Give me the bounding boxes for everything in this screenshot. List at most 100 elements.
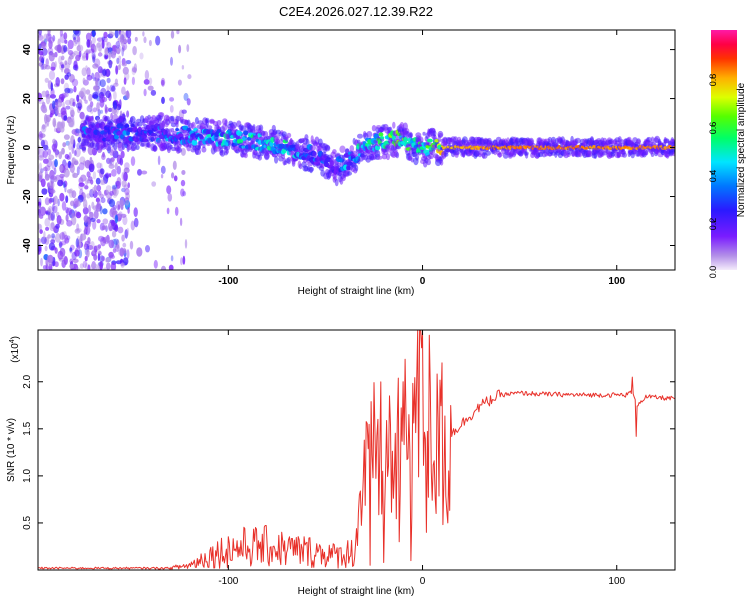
heatmap-noise-cell [63, 134, 70, 140]
heatmap-noise-cell [176, 30, 180, 35]
heatmap-noise-cell [137, 169, 142, 176]
heatmap-noise-cell [127, 206, 130, 214]
heatmap-noise-cell [43, 254, 49, 261]
heatmap-noise-cell [143, 79, 150, 85]
heatmap-noise-cell [108, 199, 116, 208]
heatmap-noise-cell [144, 70, 150, 80]
heatmap-noise-cell [161, 96, 165, 104]
heatmap-noise-cell [100, 197, 106, 204]
heatmap-noise-cell [112, 100, 118, 110]
heatmap-noise-cell [104, 48, 109, 56]
heatmap-noise-cell [90, 241, 95, 250]
heatmap-halo-cell [147, 141, 151, 149]
heatmap-noise-cell [82, 52, 87, 59]
heatmap-noise-cell [172, 160, 177, 170]
heatmap-noise-cell [54, 159, 58, 168]
heatmap-noise-cell [114, 162, 118, 171]
heatmap-noise-cell [119, 99, 122, 109]
heatmap-noise-cell [97, 253, 101, 262]
heatmap-noise-cell [59, 173, 65, 179]
heatmap-noise-cell [174, 206, 179, 216]
heatmap-noise-cell [83, 228, 87, 236]
heatmap-noise-cell [58, 151, 63, 160]
spectrogram-y-tick-label: -40 [22, 238, 33, 253]
heatmap-noise-cell [99, 98, 105, 108]
heatmap-halo-cell [415, 154, 419, 161]
heatmap-halo-cell [354, 164, 359, 172]
heatmap-noise-cell [106, 41, 112, 52]
spectrogram-x-axis: -100 0 100 [218, 30, 626, 287]
heatmap-noise-cell [49, 113, 53, 118]
heatmap-noise-cell [75, 102, 82, 109]
heatmap-noise-cell [147, 85, 154, 91]
heatmap-halo-cell [650, 152, 655, 157]
heatmap-noise-cell [40, 236, 47, 245]
heatmap-noise-cell [78, 50, 82, 58]
heatmap-noise-cell [61, 201, 67, 211]
heatmap-noise-cell [52, 205, 58, 214]
heatmap-ridge-cell [380, 136, 384, 140]
heatmap-noise-cell [38, 224, 43, 231]
heatmap-noise-cell [50, 66, 56, 71]
heatmap-noise-cell [50, 221, 55, 230]
heatmap-noise-cell [80, 233, 87, 241]
heatmap-halo-cell [646, 136, 652, 143]
heatmap-noise-cell [157, 155, 161, 166]
heatmap-noise-cell [90, 263, 97, 269]
heatmap-noise-cell [38, 43, 42, 52]
heatmap-noise-cell [183, 92, 189, 101]
heatmap-noise-cell [109, 190, 114, 196]
heatmap-noise-cell [74, 160, 79, 166]
heatmap-halo-cell [205, 119, 209, 127]
heatmap-noise-cell [41, 101, 46, 109]
heatmap-noise-cell [74, 30, 81, 37]
heatmap-halo-cell [257, 154, 262, 161]
heatmap-noise-cell [104, 54, 109, 60]
heatmap-noise-cell [91, 51, 96, 60]
heatmap-noise-cell [44, 217, 50, 227]
colorbar-gradient [711, 30, 737, 270]
heatmap-noise-cell [143, 88, 147, 97]
heatmap-halo-cell [619, 139, 625, 145]
spectrogram-y-tick-label: 0 [22, 144, 33, 150]
heatmap-noise-cell [76, 223, 80, 232]
heatmap-noise-cell [73, 39, 78, 47]
heatmap-noise-cell [111, 220, 116, 226]
heatmap-noise-cell [70, 135, 75, 145]
heatmap-noise-cell [150, 89, 157, 96]
heatmap-noise-cell [60, 240, 67, 246]
heatmap-noise-cell [123, 171, 128, 182]
heatmap-noise-cell [73, 60, 78, 69]
heatmap-noise-cell [75, 238, 79, 248]
heatmap-noise-cell [180, 147, 186, 156]
heatmap-noise-cell [124, 198, 130, 206]
heatmap-noise-cell [92, 94, 99, 99]
heatmap-noise-cell [129, 240, 134, 250]
heatmap-noise-cell [100, 168, 105, 175]
heatmap-noise-cell [59, 241, 62, 249]
heatmap-noise-cell [119, 110, 123, 117]
heatmap-noise-cell [109, 84, 115, 92]
heatmap-noise-cell [63, 32, 68, 40]
spectrogram-y-tick-label: -20 [22, 189, 33, 204]
heatmap-noise-cell [41, 107, 48, 114]
heatmap-noise-cell [53, 226, 56, 233]
heatmap-noise-cell [166, 207, 170, 215]
heatmap-noise-cell [122, 242, 127, 248]
heatmap-noise-cell [142, 31, 145, 37]
heatmap-halo-cell [104, 115, 110, 121]
heatmap-noise-cell [62, 142, 67, 148]
heatmap-noise-cell [181, 65, 185, 70]
heatmap-noise-cell [123, 257, 129, 266]
heatmap-halo-cell [636, 139, 641, 145]
heatmap-noise-cell [71, 215, 77, 226]
heatmap-noise-cell [39, 214, 44, 219]
heatmap-halo-cell [286, 132, 292, 138]
heatmap-noise-cell [109, 254, 116, 259]
heatmap-halo-cell [496, 152, 503, 158]
heatmap-noise-cell [101, 225, 106, 231]
heatmap-noise-cell [46, 116, 50, 127]
heatmap-noise-cell [110, 262, 117, 270]
heatmap-noise-cell [50, 189, 56, 194]
